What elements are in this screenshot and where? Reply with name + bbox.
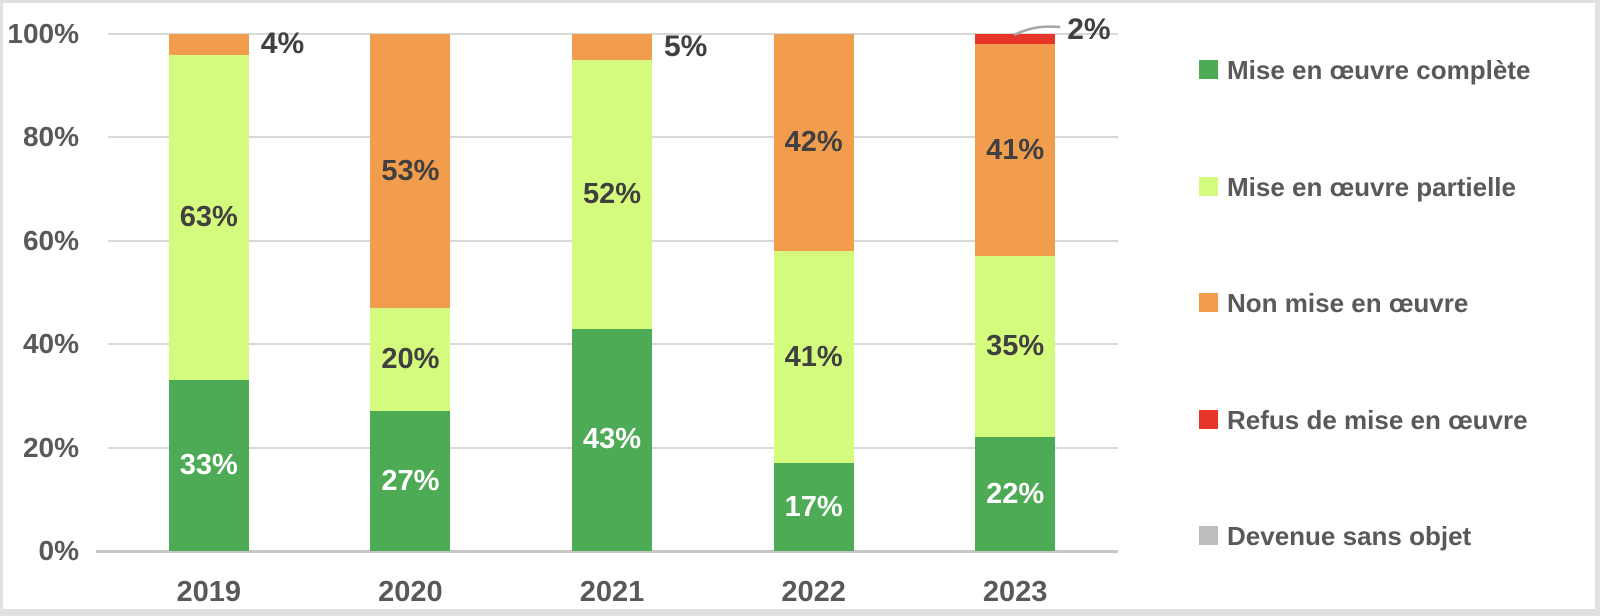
x-axis-label-2020: 2020 <box>378 576 443 608</box>
legend-label-0: Mise en œuvre complète <box>1227 55 1531 85</box>
legend-label-4: Devenue sans objet <box>1227 521 1472 551</box>
bar-segment-2022-series2: 42% <box>773 34 854 252</box>
y-axis-label-20: 20% <box>22 431 79 463</box>
x-axis-line <box>96 550 1118 553</box>
bar-segment-2023-series2: 41% <box>975 44 1056 257</box>
bar-segment-2019-series2 <box>168 34 249 55</box>
outside-label-2021-series2: 5% <box>664 29 708 63</box>
legend-label-2: Non mise en œuvre <box>1227 288 1469 318</box>
x-axis-label-2022: 2022 <box>781 576 846 608</box>
segment-label-2022-series2: 42% <box>784 126 843 159</box>
bar-segment-2019-series1: 63% <box>168 54 249 381</box>
segment-label-2023-series2: 41% <box>986 133 1045 166</box>
segment-label-2020-series0: 27% <box>381 464 440 497</box>
legend-swatch-4 <box>1199 526 1218 545</box>
bar-segment-2023-series0: 22% <box>975 437 1056 551</box>
y-axis-label-100: 100% <box>7 18 79 49</box>
segment-label-2021-series1: 52% <box>582 177 642 210</box>
segment-label-2023-series0: 22% <box>986 477 1045 510</box>
legend-swatch-0 <box>1199 60 1218 79</box>
legend-swatch-3 <box>1199 409 1218 429</box>
bar-segment-2021-series0: 43% <box>572 328 652 551</box>
segment-label-2022-series1: 41% <box>784 340 843 373</box>
x-axis-label-2021: 2021 <box>579 576 645 608</box>
legend: Mise en œuvre complète Mise en œuvre part… <box>3 3 1595 609</box>
legend-label-3: Refus de mise en œuvre <box>1227 404 1528 435</box>
y-axis-label-60: 60% <box>22 224 79 256</box>
segment-label-2019-series1: 63% <box>179 201 238 234</box>
label-layer: 4% 2019 2020 5% 2021 2022 2% 2023 <box>3 3 1595 609</box>
segment-label-2021-series0: 43% <box>582 423 642 456</box>
segment-label-2020-series1: 20% <box>381 343 440 376</box>
segment-label-2019-series0: 33% <box>179 449 238 482</box>
legend-label-1: Mise en œuvre partielle <box>1227 171 1516 202</box>
segment-label-2022-series0: 17% <box>784 490 843 523</box>
segment-label-2023-series1: 35% <box>986 330 1045 363</box>
bar-segment-2023-series3 <box>975 34 1056 45</box>
segment-label-2020-series2: 53% <box>381 154 440 187</box>
bar-segment-2022-series0: 17% <box>773 463 854 551</box>
bar-segment-2019-series0: 33% <box>168 380 249 551</box>
bar-segment-2020-series2: 53% <box>370 34 451 308</box>
bar-layer: 33% 63% 27% 20% 53% 43% 52% 17% 41% 42% 22% 35% 41% <box>3 3 1595 609</box>
legend-swatch-1 <box>1199 176 1218 196</box>
bar-segment-2023-series1: 35% <box>975 256 1056 438</box>
bar-segment-2021-series1: 52% <box>572 59 652 329</box>
bar-segment-2020-series0: 27% <box>370 411 451 551</box>
bar-segment-2022-series1: 41% <box>773 251 854 464</box>
x-axis-label-2019: 2019 <box>176 576 242 608</box>
bar-segment-2021-series2 <box>572 34 652 60</box>
bar-segment-2020-series1: 20% <box>370 308 451 412</box>
y-axis-label-40: 40% <box>22 328 79 360</box>
y-axis-label-0: 0% <box>38 535 79 566</box>
callout-label-2023-series3: 2% <box>1067 13 1111 46</box>
x-axis-label-2023: 2023 <box>982 576 1048 608</box>
outside-label-2019-series2: 4% <box>260 27 305 61</box>
legend-swatch-2 <box>1199 293 1218 312</box>
y-axis-label-80: 80% <box>22 121 79 153</box>
